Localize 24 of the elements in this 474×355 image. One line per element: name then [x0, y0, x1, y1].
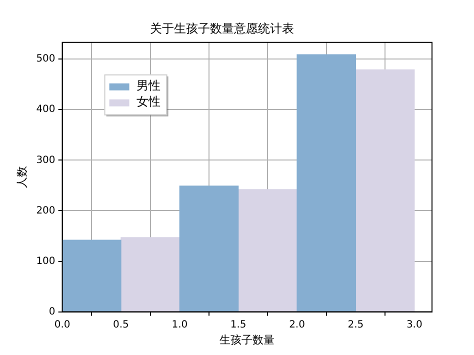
bar: [238, 189, 298, 312]
x-tick-label: 1.0: [172, 319, 188, 330]
x-tick-label: 2.5: [348, 319, 364, 330]
bar: [355, 69, 415, 312]
x-tick-label: 0.0: [54, 319, 70, 330]
y-tick-label: 100: [36, 256, 56, 267]
legend-label: 男性: [136, 78, 160, 93]
x-tick-label: 2.0: [289, 319, 305, 330]
x-tick-label: 0.5: [113, 319, 129, 330]
bar: [120, 237, 180, 312]
legend-label: 女性: [136, 94, 160, 109]
y-axis-title: 人数: [15, 166, 28, 188]
y-tick-label: 500: [36, 54, 56, 65]
y-tick-label: 200: [36, 205, 56, 216]
y-tick-label: 400: [36, 104, 56, 116]
y-tick-label: 300: [36, 154, 56, 166]
bar: [179, 186, 239, 312]
x-tick-label: 1.5: [230, 319, 246, 330]
bar: [62, 240, 122, 312]
x-tick-label: 3.0: [406, 319, 422, 330]
chart-title: 关于生孩子数量意愿统计表: [150, 21, 294, 36]
y-tick-label: 0: [48, 306, 56, 318]
bar: [296, 54, 356, 312]
x-axis-title: 生孩子数量: [220, 333, 275, 346]
